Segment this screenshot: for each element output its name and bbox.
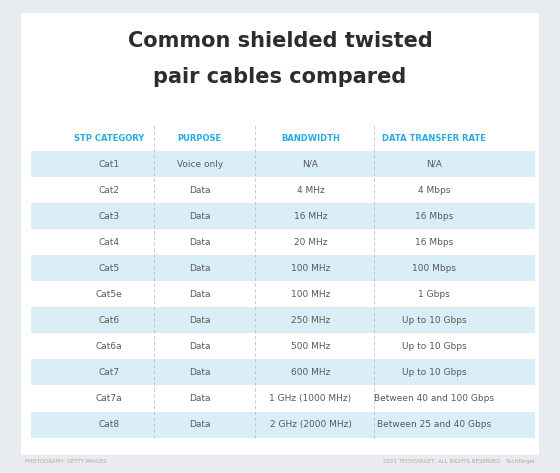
Text: 250 MHz: 250 MHz (291, 316, 330, 325)
Text: Data: Data (189, 212, 211, 221)
Text: Cat1: Cat1 (99, 160, 119, 169)
Text: BANDWIDTH: BANDWIDTH (281, 134, 340, 143)
Text: 16 MHz: 16 MHz (293, 212, 328, 221)
Text: Data: Data (189, 290, 211, 299)
Text: Data: Data (189, 264, 211, 273)
Bar (31, 412, 535, 438)
Text: pair cables compared: pair cables compared (153, 67, 407, 87)
Text: 2021 TECHTARGET, ALL RIGHTS RESERVED   TechTarget: 2021 TECHTARGET, ALL RIGHTS RESERVED Tec… (382, 459, 535, 464)
Bar (31, 255, 535, 281)
Text: Cat6a: Cat6a (96, 342, 122, 351)
Text: Cat6: Cat6 (99, 316, 119, 325)
Text: Data: Data (189, 316, 211, 325)
Text: Data: Data (189, 368, 211, 377)
Text: Cat3: Cat3 (99, 212, 119, 221)
Text: Common shielded twisted: Common shielded twisted (128, 31, 432, 51)
Bar (31, 307, 535, 333)
Text: DATA TRANSFER RATE: DATA TRANSFER RATE (382, 134, 486, 143)
Text: Between 25 and 40 Gbps: Between 25 and 40 Gbps (377, 420, 491, 429)
Text: STP CATEGORY: STP CATEGORY (74, 134, 144, 143)
Text: Up to 10 Gbps: Up to 10 Gbps (402, 368, 466, 377)
Text: Data: Data (189, 342, 211, 351)
Text: 100 MHz: 100 MHz (291, 290, 330, 299)
Text: Up to 10 Gbps: Up to 10 Gbps (402, 316, 466, 325)
Text: 600 MHz: 600 MHz (291, 368, 330, 377)
Text: Data: Data (189, 394, 211, 403)
Text: 1 GHz (1000 MHz): 1 GHz (1000 MHz) (269, 394, 352, 403)
Text: Cat7: Cat7 (99, 368, 119, 377)
Bar (31, 333, 535, 359)
Text: 16 Mbps: 16 Mbps (415, 212, 453, 221)
Text: Up to 10 Gbps: Up to 10 Gbps (402, 342, 466, 351)
Text: 100 Mbps: 100 Mbps (412, 264, 456, 273)
Text: 4 Mbps: 4 Mbps (418, 186, 450, 195)
Bar (31, 151, 535, 177)
Text: Data: Data (189, 238, 211, 247)
Bar (31, 281, 535, 307)
Text: 20 MHz: 20 MHz (294, 238, 327, 247)
Text: Cat2: Cat2 (99, 186, 119, 195)
Text: 4 MHz: 4 MHz (297, 186, 324, 195)
Bar (31, 177, 535, 203)
Text: 16 Mbps: 16 Mbps (415, 238, 453, 247)
Text: Cat7a: Cat7a (96, 394, 122, 403)
Text: N/A: N/A (302, 160, 319, 169)
Text: 2 GHz (2000 MHz): 2 GHz (2000 MHz) (269, 420, 352, 429)
Text: Cat4: Cat4 (99, 238, 119, 247)
Text: Cat8: Cat8 (99, 420, 119, 429)
Bar (31, 359, 535, 385)
Text: PHOTOGRAPH: GETTY IMAGES: PHOTOGRAPH: GETTY IMAGES (25, 459, 107, 464)
Bar (31, 229, 535, 255)
Text: Between 40 and 100 Gbps: Between 40 and 100 Gbps (374, 394, 494, 403)
Text: Voice only: Voice only (176, 160, 223, 169)
Bar (31, 203, 535, 229)
Text: Cat5: Cat5 (99, 264, 119, 273)
Text: Data: Data (189, 420, 211, 429)
Text: 1 Gbps: 1 Gbps (418, 290, 450, 299)
Text: Cat5e: Cat5e (96, 290, 122, 299)
Text: 100 MHz: 100 MHz (291, 264, 330, 273)
Text: N/A: N/A (426, 160, 442, 169)
Bar (31, 385, 535, 412)
Text: 500 MHz: 500 MHz (291, 342, 330, 351)
Text: Data: Data (189, 186, 211, 195)
FancyBboxPatch shape (21, 13, 539, 455)
Text: PURPOSE: PURPOSE (178, 134, 222, 143)
